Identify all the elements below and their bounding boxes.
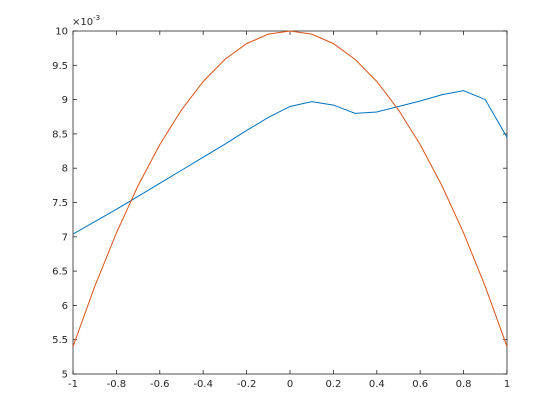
x-tick-label: -0.2 xyxy=(237,379,257,390)
y-tick-label: 7 xyxy=(62,232,68,243)
y-tick-label: 8 xyxy=(62,164,68,175)
y-tick-label: 7.5 xyxy=(52,198,68,209)
x-tick-label: -0.4 xyxy=(193,379,213,390)
x-tick-label: 0.8 xyxy=(456,379,472,390)
x-tick-label: 0.2 xyxy=(325,379,341,390)
y-multiplier: ×10-3 xyxy=(72,14,100,28)
y-tick-label: 9 xyxy=(62,95,68,106)
line-series xyxy=(72,30,508,347)
x-tick-label: 0.6 xyxy=(412,379,428,390)
multiplier-base: ×10 xyxy=(72,17,93,28)
y-tick-label: 9.5 xyxy=(52,61,68,72)
x-tick-label: -1 xyxy=(68,379,78,390)
y-tick-label: 5 xyxy=(62,370,68,381)
x-tick-label: -0.8 xyxy=(107,379,127,390)
y-tick-label: 6.5 xyxy=(52,267,68,278)
y-tick-label: 10 xyxy=(55,27,68,38)
x-tick-label: -0.6 xyxy=(150,379,170,390)
line-series xyxy=(72,90,508,235)
x-tick-label: 0.4 xyxy=(369,379,385,390)
x-tick-label: 1 xyxy=(504,379,510,390)
y-tick-label: 8.5 xyxy=(52,129,68,140)
axes-box xyxy=(72,30,508,375)
y-tick-label: 5.5 xyxy=(52,335,68,346)
x-tick-label: 0 xyxy=(287,379,293,390)
y-tick-label: 6 xyxy=(62,301,68,312)
multiplier-exponent: -3 xyxy=(93,14,100,22)
